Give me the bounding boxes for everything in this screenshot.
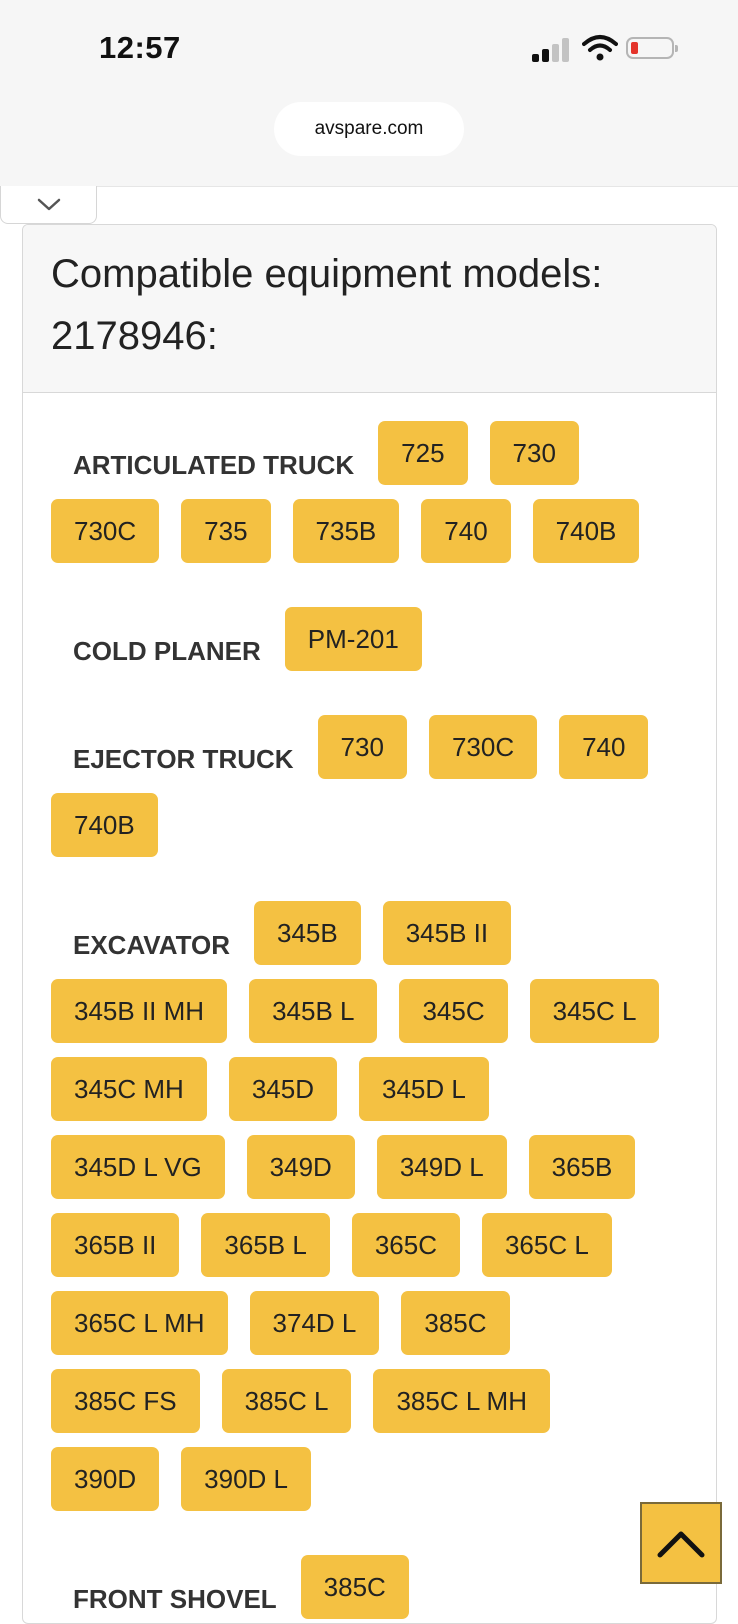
model-tag[interactable]: 730C [428,715,538,779]
model-tag[interactable]: 345B L [249,979,378,1043]
category-models: EXCAVATOR 345B 345B II 345B II MH 345B L 345C… [51,901,690,1525]
model-tag[interactable]: 740 [559,715,649,779]
category-section: EXCAVATOR 345B 345B II 345B II MH 345B L 345C… [51,901,690,1525]
model-tag[interactable]: 365B L [201,1213,330,1277]
chevron-down-icon [37,198,60,210]
card-title-line2: 2178946: [51,314,218,358]
model-tag[interactable]: 385C [401,1291,510,1355]
category-label: EJECTOR TRUCK [73,744,294,774]
model-tag[interactable]: 385C [300,1555,409,1619]
model-tag[interactable]: 374D L [249,1291,380,1355]
category-section: FRONT SHOVEL 385C [51,1555,690,1623]
model-tag[interactable]: 740B [532,499,640,563]
card-header: Compatible equipment models: 2178946: [23,225,716,393]
category-label: FRONT SHOVEL [73,1584,277,1614]
model-tag[interactable]: 365B II [51,1213,180,1277]
model-tag[interactable]: PM-201 [284,607,422,671]
model-tag[interactable]: 385C L [221,1369,352,1433]
model-tag[interactable]: 740 [421,499,511,563]
model-tag[interactable]: 365C L [481,1213,612,1277]
model-tag[interactable]: 345D L [358,1057,489,1121]
model-tag[interactable]: 735B [292,499,400,563]
battery-level [631,42,638,54]
model-tag[interactable]: 730C [51,499,160,563]
collapse-toggle-button[interactable] [0,186,97,224]
cellular-signal-icon [532,38,572,62]
model-tag[interactable]: 730 [489,421,579,485]
model-tag[interactable]: 740B [51,793,158,857]
model-tag[interactable]: 365C [351,1213,460,1277]
model-tag[interactable]: 349D L [376,1135,507,1199]
model-tag[interactable]: 735 [181,499,271,563]
status-time: 12:57 [99,30,181,65]
category-models: FRONT SHOVEL 385C [51,1555,690,1623]
card-body: ARTICULATED TRUCK 725 730 730C 735 735B 740 740… [23,393,716,1623]
browser-chrome: 12:57 avspare.com [0,0,738,187]
model-tag[interactable]: 345C L [529,979,660,1043]
address-bar[interactable]: avspare.com [274,102,464,156]
category-models: ARTICULATED TRUCK 725 730 730C 735 735B 740 740… [51,421,690,577]
model-tag[interactable]: 345B [253,901,361,965]
card-title: Compatible equipment models: 2178946: [51,243,690,367]
model-tag[interactable]: 345C [399,979,508,1043]
model-tag[interactable]: 345D [228,1057,337,1121]
scroll-to-top-button[interactable] [640,1502,722,1584]
address-bar-url: avspare.com [314,118,424,139]
category-section: EJECTOR TRUCK 730 730C 740 740B [51,715,690,871]
category-label: COLD PLANER [73,636,261,666]
category-models: COLD PLANER PM-201 [51,607,690,685]
category-label: ARTICULATED TRUCK [73,450,355,480]
category-models: EJECTOR TRUCK 730 730C 740 740B [51,715,690,871]
category-section: COLD PLANER PM-201 [51,607,690,685]
compatible-models-card: Compatible equipment models: 2178946: AR… [22,224,717,1624]
category-label: EXCAVATOR [73,930,230,960]
card-title-line1: Compatible equipment models: [51,252,603,296]
model-tag[interactable]: 385C FS [51,1369,200,1433]
model-tag[interactable]: 345B II MH [51,979,228,1043]
model-tag[interactable]: 365C L MH [51,1291,228,1355]
model-tag[interactable]: 385C L MH [373,1369,550,1433]
model-tag[interactable]: 725 [378,421,468,485]
model-tag[interactable]: 730 [317,715,407,779]
battery-icon [626,37,678,59]
model-tag[interactable]: 349D [246,1135,355,1199]
model-tag[interactable]: 345C MH [51,1057,207,1121]
model-tag[interactable]: 345B II [382,901,512,965]
wifi-icon [582,35,618,61]
category-section: ARTICULATED TRUCK 725 730 730C 735 735B 740 740… [51,421,690,577]
model-tag[interactable]: 390D [51,1447,160,1511]
model-tag[interactable]: 365B [528,1135,636,1199]
model-tag[interactable]: 390D L [181,1447,311,1511]
model-tag[interactable]: 345D L VG [51,1135,225,1199]
chevron-up-icon [657,1531,705,1558]
